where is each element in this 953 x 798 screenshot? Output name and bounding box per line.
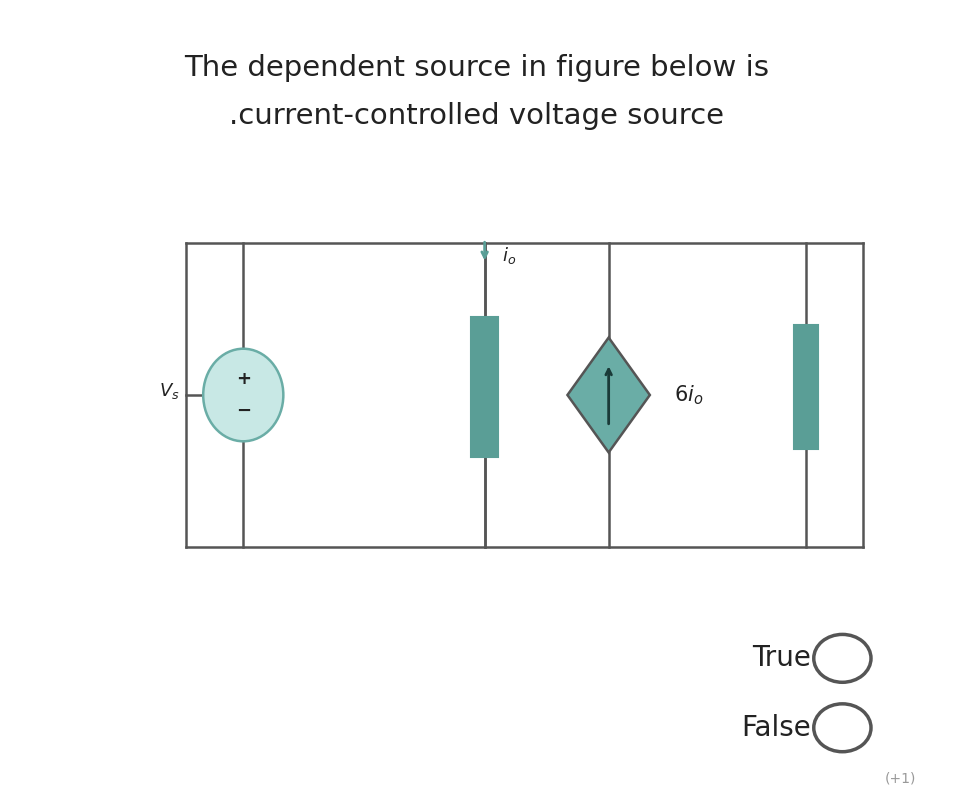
Bar <box>471 317 497 456</box>
Text: +: + <box>235 369 251 388</box>
Text: False: False <box>740 713 810 742</box>
Ellipse shape <box>203 349 283 441</box>
Text: $V_s$: $V_s$ <box>158 381 179 401</box>
Polygon shape <box>567 338 649 452</box>
Bar <box>793 326 818 448</box>
Text: $6i_o$: $6i_o$ <box>673 383 702 407</box>
Text: The dependent source in figure below is: The dependent source in figure below is <box>184 53 769 82</box>
Text: (+1): (+1) <box>883 771 915 785</box>
Text: $i_o$: $i_o$ <box>501 245 516 266</box>
Text: .current-controlled voltage source: .current-controlled voltage source <box>230 101 723 130</box>
Text: −: − <box>235 402 251 421</box>
Text: True: True <box>751 644 810 673</box>
